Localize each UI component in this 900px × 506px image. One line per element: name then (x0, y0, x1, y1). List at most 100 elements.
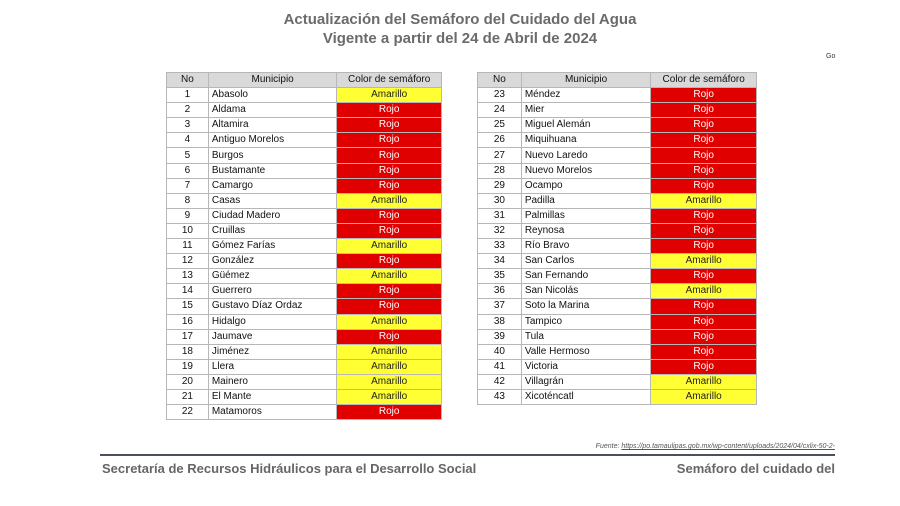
table-row: 39 Tula Rojo (477, 328, 757, 345)
row-number: 34 (477, 253, 522, 270)
municipio-name: Aldama (207, 102, 338, 119)
row-number: 37 (477, 298, 522, 315)
semaforo-status: Rojo (650, 117, 757, 134)
row-number: 39 (477, 328, 522, 345)
semaforo-status: Rojo (336, 283, 442, 300)
row-number: 16 (166, 313, 209, 330)
municipio-name: Guerrero (207, 283, 338, 300)
row-number: 27 (477, 147, 522, 164)
municipio-name: Río Bravo (520, 238, 652, 255)
municipio-name: Mainero (207, 373, 338, 390)
semaforo-status: Rojo (650, 358, 757, 375)
table-row: 18 Jiménez Amarillo (166, 343, 442, 360)
title-line-1: Actualización del Semáforo del Cuidado d… (283, 11, 637, 28)
table-row: 3 Altamira Rojo (166, 117, 442, 134)
municipio-name: Méndez (520, 87, 652, 104)
municipio-name: Miguel Alemán (520, 117, 652, 134)
municipio-name: Tula (520, 328, 652, 345)
table-row: 7 Camargo Rojo (166, 177, 442, 194)
row-number: 20 (166, 373, 209, 390)
municipio-name: San Nicolás (520, 283, 652, 300)
municipio-name: San Fernando (520, 268, 652, 285)
semaforo-status: Rojo (650, 177, 757, 194)
municipio-name: Hidalgo (207, 313, 338, 330)
table-row: 23 Méndez Rojo (477, 87, 757, 104)
semaforo-status: Rojo (336, 328, 442, 345)
header-color: Color de semáforo (336, 71, 442, 89)
row-number: 28 (477, 162, 522, 179)
row-number: 25 (477, 117, 522, 134)
table-row: 43 Xicoténcatl Amarillo (477, 388, 757, 406)
semaforo-status: Amarillo (336, 343, 442, 360)
semaforo-status: Rojo (336, 117, 442, 134)
row-number: 21 (166, 388, 209, 406)
table-row: 28 Nuevo Morelos Rojo (477, 162, 757, 179)
semaforo-status: Amarillo (650, 253, 757, 270)
municipio-name: Soto la Marina (520, 298, 652, 315)
table-row: 13 Güémez Amarillo (166, 268, 442, 285)
table-row: 15 Gustavo Díaz Ordaz Rojo (166, 298, 442, 315)
source-link[interactable]: https://po.tamaulipas.gob.mx/wp-content/… (621, 443, 835, 450)
semaforo-table-left: No Municipio Color de semáforo 1 Abasolo A… (166, 71, 442, 421)
row-number: 38 (477, 313, 522, 330)
table-row: 33 Río Bravo Rojo (477, 238, 757, 255)
row-number: 40 (477, 343, 522, 360)
municipio-name: Antiguo Morelos (207, 132, 338, 149)
municipio-name: González (207, 253, 338, 270)
municipio-name: Burgos (207, 147, 338, 164)
semaforo-status: Rojo (650, 268, 757, 285)
semaforo-status: Amarillo (650, 388, 757, 406)
municipio-name: Jaumave (207, 328, 338, 345)
header-no: No (166, 71, 209, 89)
row-number: 17 (166, 328, 209, 345)
row-number: 24 (477, 102, 522, 119)
semaforo-status: Amarillo (336, 373, 442, 390)
municipio-name: Nuevo Morelos (520, 162, 652, 179)
table-row: 2 Aldama Rojo (166, 102, 442, 119)
municipio-name: Padilla (520, 192, 652, 209)
header-municipio: Municipio (520, 71, 652, 89)
table-row: 24 Mier Rojo (477, 102, 757, 119)
semaforo-status: Rojo (650, 147, 757, 164)
corner-text: Go (826, 53, 836, 60)
row-number: 31 (477, 207, 522, 224)
municipio-name: El Mante (207, 388, 338, 406)
semaforo-status: Rojo (336, 132, 442, 149)
semaforo-status: Rojo (650, 207, 757, 224)
table-row: 20 Mainero Amarillo (166, 373, 442, 390)
table-row: 22 Matamoros Rojo (166, 404, 442, 421)
semaforo-table-right: No Municipio Color de semáforo 23 Méndez R… (477, 71, 757, 406)
row-number: 19 (166, 358, 209, 375)
source-label: Fuente: (595, 443, 620, 450)
header-color: Color de semáforo (650, 71, 757, 89)
table-row: 36 San Nicolás Amarillo (477, 283, 757, 300)
table-row: 19 Llera Amarillo (166, 358, 442, 375)
table-row: 41 Victoria Rojo (477, 358, 757, 375)
semaforo-status: Rojo (650, 102, 757, 119)
municipio-name: Bustamante (207, 162, 338, 179)
table-row: 29 Ocampo Rojo (477, 177, 757, 194)
semaforo-status: Rojo (336, 207, 442, 224)
municipio-name: Gustavo Díaz Ordaz (207, 298, 338, 315)
semaforo-status: Amarillo (336, 313, 442, 330)
row-number: 22 (166, 404, 209, 421)
municipio-name: Nuevo Laredo (520, 147, 652, 164)
table-row: 37 Soto la Marina Rojo (477, 298, 757, 315)
municipio-name: Casas (207, 192, 338, 209)
municipio-name: Llera (207, 358, 338, 375)
table-row: 38 Tampico Rojo (477, 313, 757, 330)
semaforo-status: Rojo (650, 238, 757, 255)
table-row: 40 Valle Hermoso Rojo (477, 343, 757, 360)
table-row: 11 Gómez Farías Amarillo (166, 238, 442, 255)
semaforo-status: Rojo (336, 404, 442, 421)
row-number: 9 (166, 207, 209, 224)
row-number: 8 (166, 192, 209, 209)
header-municipio: Municipio (207, 71, 338, 89)
row-number: 33 (477, 238, 522, 255)
row-number: 32 (477, 222, 522, 240)
row-number: 2 (166, 102, 209, 119)
semaforo-status: Rojo (336, 298, 442, 315)
semaforo-status: Amarillo (336, 192, 442, 209)
municipio-name: Palmillas (520, 207, 652, 224)
table-row: 42 Villagrán Amarillo (477, 373, 757, 390)
